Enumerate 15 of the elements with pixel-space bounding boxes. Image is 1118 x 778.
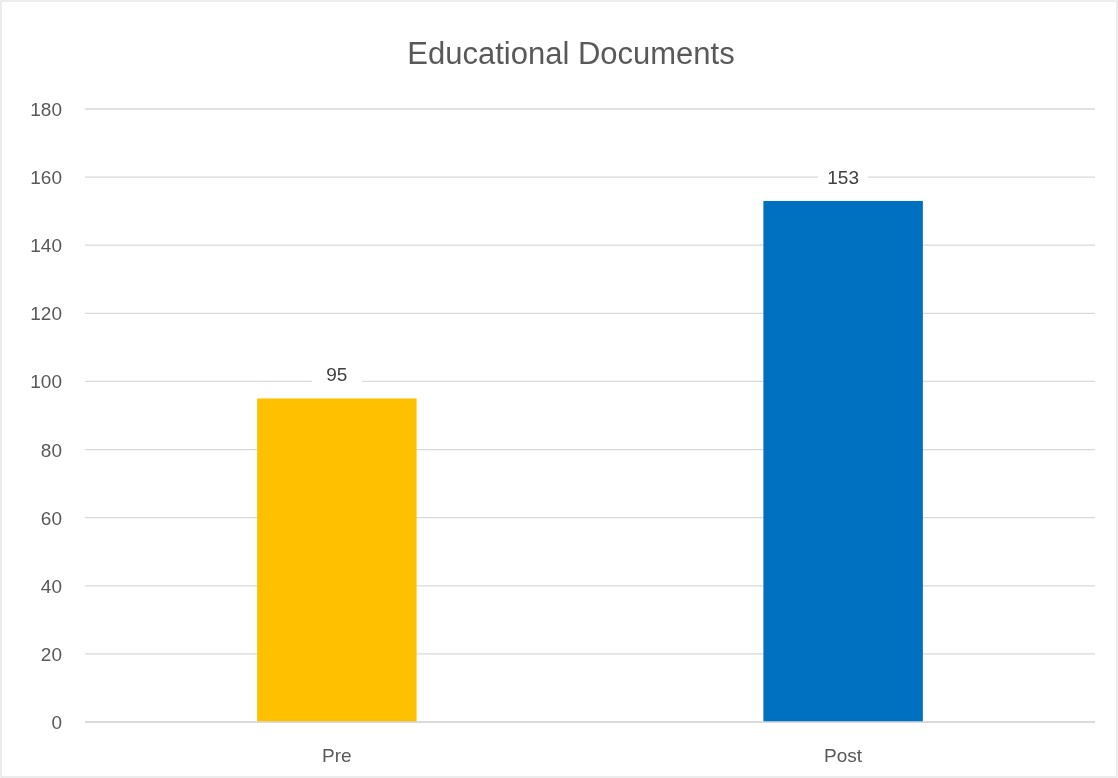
chart-title: Educational Documents bbox=[407, 36, 735, 71]
x-tick-label: Post bbox=[824, 745, 863, 766]
y-tick-label: 60 bbox=[40, 507, 62, 529]
y-tick-label: 160 bbox=[30, 167, 62, 189]
data-label: 95 bbox=[326, 364, 348, 386]
y-tick-label: 20 bbox=[40, 643, 62, 665]
data-label: 153 bbox=[827, 166, 859, 188]
y-tick-label: 180 bbox=[30, 99, 62, 120]
y-tick-label: 120 bbox=[30, 303, 62, 325]
y-tick-label: 40 bbox=[40, 575, 62, 597]
x-tick-label: Pre bbox=[322, 745, 352, 766]
y-tick-label: 100 bbox=[30, 371, 62, 393]
y-tick-label: 80 bbox=[40, 439, 62, 461]
y-tick-label: 0 bbox=[51, 712, 62, 733]
y-tick-label: 140 bbox=[30, 235, 62, 257]
